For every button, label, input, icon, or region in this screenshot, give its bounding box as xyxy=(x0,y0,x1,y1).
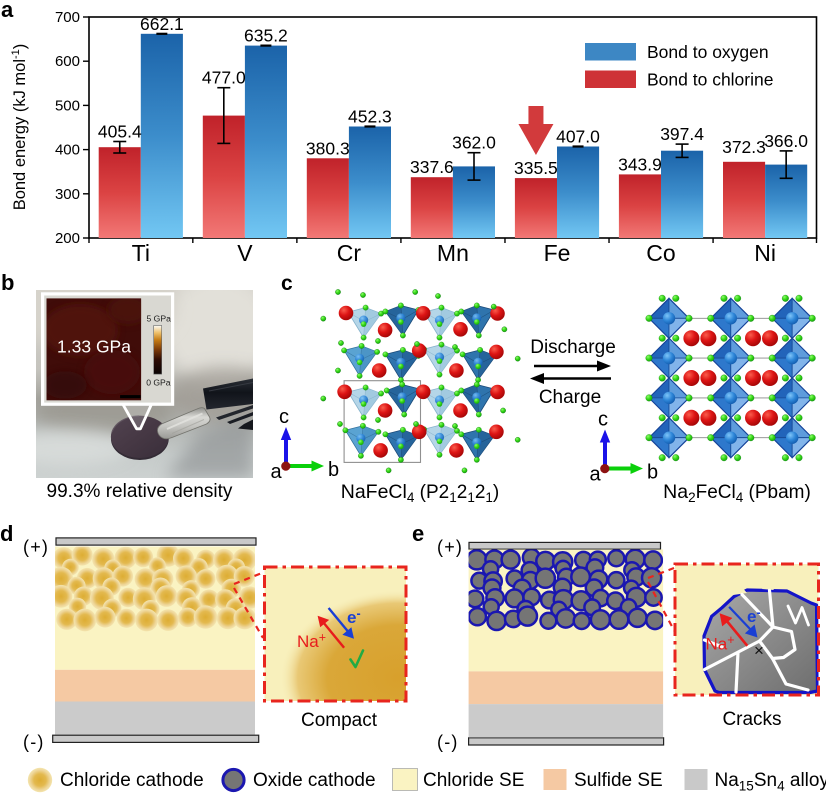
svg-text:Compact: Compact xyxy=(301,710,378,731)
svg-text:Bond energy (kJ mol-1): Bond energy (kJ mol-1) xyxy=(10,44,29,211)
svg-text:Discharge: Discharge xyxy=(530,337,616,358)
svg-text:0 GPa: 0 GPa xyxy=(146,378,171,388)
svg-text:(-): (-) xyxy=(23,732,45,752)
svg-text:335.5: 335.5 xyxy=(514,158,558,178)
svg-text:Charge: Charge xyxy=(539,387,601,408)
svg-text:Cracks: Cracks xyxy=(722,709,781,730)
svg-text:635.2: 635.2 xyxy=(244,26,288,46)
svg-text:380.3: 380.3 xyxy=(306,138,350,158)
svg-text:700: 700 xyxy=(55,9,80,26)
svg-text:Fe: Fe xyxy=(544,240,571,266)
svg-text:a: a xyxy=(271,461,283,483)
svg-text:Chloride cathode: Chloride cathode xyxy=(60,770,204,791)
svg-text:Ti: Ti xyxy=(132,240,150,266)
svg-text:Sulfide SE: Sulfide SE xyxy=(574,770,663,791)
svg-text:(+): (+) xyxy=(23,537,49,557)
svg-text:477.0: 477.0 xyxy=(202,68,246,88)
svg-text:(-): (-) xyxy=(437,732,459,752)
svg-text:NaFeCl4 (P212121): NaFeCl4 (P212121) xyxy=(341,481,500,505)
svg-text:600: 600 xyxy=(55,53,80,70)
svg-text:V: V xyxy=(237,240,253,266)
svg-text:c: c xyxy=(281,272,293,295)
svg-text:405.4: 405.4 xyxy=(98,122,142,142)
svg-text:300: 300 xyxy=(55,186,80,203)
svg-text:×: × xyxy=(754,641,764,660)
svg-text:a: a xyxy=(1,0,14,22)
svg-text:Co: Co xyxy=(646,240,675,266)
svg-text:1.33 GPa: 1.33 GPa xyxy=(57,337,131,357)
svg-text:Cr: Cr xyxy=(337,240,362,266)
svg-text:Na15Sn4 alloy: Na15Sn4 alloy xyxy=(715,770,826,793)
svg-text:b: b xyxy=(647,462,658,484)
svg-text:662.1: 662.1 xyxy=(140,14,184,34)
svg-text:337.6: 337.6 xyxy=(410,157,454,177)
svg-text:b: b xyxy=(1,270,14,295)
svg-text:407.0: 407.0 xyxy=(556,127,600,147)
svg-text:500: 500 xyxy=(55,97,80,114)
svg-text:b: b xyxy=(328,459,339,481)
svg-text:372.3: 372.3 xyxy=(722,137,766,157)
svg-text:99.3% relative density: 99.3% relative density xyxy=(47,481,233,502)
svg-text:Bond to chlorine: Bond to chlorine xyxy=(647,70,773,90)
svg-text:a: a xyxy=(590,464,602,486)
svg-text:Oxide cathode: Oxide cathode xyxy=(253,770,376,791)
svg-text:Mn: Mn xyxy=(437,240,469,266)
svg-text:397.4: 397.4 xyxy=(660,124,704,144)
svg-text:343.9: 343.9 xyxy=(618,154,662,174)
svg-text:Ni: Ni xyxy=(754,240,776,266)
svg-text:Bond to oxygen: Bond to oxygen xyxy=(647,42,769,62)
svg-text:c: c xyxy=(598,409,608,431)
svg-text:362.0: 362.0 xyxy=(452,133,496,153)
svg-text:200: 200 xyxy=(55,230,80,247)
svg-text:452.3: 452.3 xyxy=(348,107,392,127)
svg-text:400: 400 xyxy=(55,142,80,159)
svg-text:Chloride SE: Chloride SE xyxy=(423,770,524,791)
svg-text:366.0: 366.0 xyxy=(764,131,808,151)
svg-text:(+): (+) xyxy=(437,537,463,557)
svg-text:5 GPa: 5 GPa xyxy=(147,313,172,323)
svg-text:e: e xyxy=(412,521,424,546)
svg-text:d: d xyxy=(0,521,13,546)
svg-text:c: c xyxy=(279,406,289,428)
